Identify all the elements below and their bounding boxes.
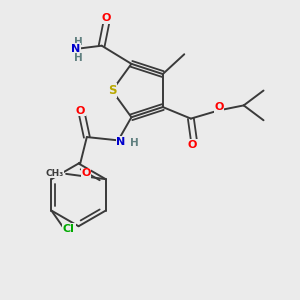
Text: O: O (214, 102, 224, 112)
Text: N: N (116, 137, 125, 147)
Text: N: N (71, 44, 80, 54)
Text: Cl: Cl (63, 224, 75, 234)
Text: O: O (76, 106, 85, 116)
Text: H: H (74, 37, 83, 47)
Text: S: S (108, 84, 116, 97)
Text: H: H (74, 52, 83, 63)
Text: O: O (188, 140, 197, 150)
Text: H: H (130, 138, 139, 148)
Text: O: O (81, 168, 91, 178)
Text: CH₃: CH₃ (45, 169, 64, 178)
Text: O: O (102, 13, 111, 23)
